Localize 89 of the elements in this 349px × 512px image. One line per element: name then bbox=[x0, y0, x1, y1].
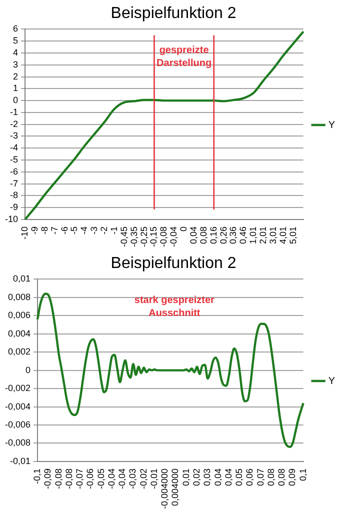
x-tick-label: 0,03 bbox=[202, 468, 212, 486]
y-tick-label: 0,008 bbox=[8, 292, 31, 302]
y-tick-label: -3 bbox=[10, 130, 18, 141]
y-tick-label: 2 bbox=[12, 71, 18, 82]
y-tick-label: 0,004 bbox=[8, 328, 31, 338]
y-tick-label: 5 bbox=[12, 36, 18, 46]
y-tick-label: -0,002 bbox=[4, 383, 31, 394]
x-tick-label: 0,04 bbox=[223, 468, 234, 486]
x-tick-label: -6 bbox=[59, 226, 70, 234]
y-tick-label: 0 bbox=[26, 364, 31, 375]
x-tick-label: 0,08 bbox=[266, 468, 276, 486]
y-tick-label: 4 bbox=[12, 47, 18, 58]
x-tick-label: -8 bbox=[39, 226, 50, 234]
x-tick-label: 4,01 bbox=[278, 226, 288, 244]
x-tick-label: -9 bbox=[29, 226, 40, 234]
x-tick-label: 0,26 bbox=[218, 226, 228, 244]
x-tick-label: 0 bbox=[178, 226, 189, 232]
y-tick-label: -7 bbox=[10, 178, 18, 188]
line-series bbox=[36, 292, 304, 448]
x-tick-label: -0,05 bbox=[96, 468, 106, 489]
chart-title: Beispielfunktion 2 bbox=[110, 5, 236, 22]
x-tick-label: 2,01 bbox=[258, 226, 268, 244]
x-tick-label: -0,04 bbox=[168, 226, 179, 247]
x-tick-label: 0,46 bbox=[238, 226, 248, 244]
x-tick-label: 0,02 bbox=[191, 468, 202, 486]
x-tick-label: -0,35 bbox=[128, 226, 139, 247]
x-tick-label: -0,08 bbox=[64, 468, 74, 489]
x-tick-label: -0,08 bbox=[53, 468, 64, 489]
x-tick-label: -0,1 bbox=[32, 468, 42, 484]
x-tick-label: -5 bbox=[69, 226, 80, 234]
x-tick-label: 3,01 bbox=[268, 226, 278, 244]
x-tick-label: -0,04 bbox=[117, 468, 128, 489]
x-tick-label: -0,004000 bbox=[160, 468, 170, 510]
y-tick-label: -9 bbox=[10, 202, 18, 212]
x-tick-label: -0,04 bbox=[106, 468, 116, 489]
y-tick-label: 1 bbox=[12, 83, 18, 94]
x-tick-label: -3 bbox=[89, 226, 100, 234]
x-tick-label: -0,09 bbox=[42, 468, 53, 489]
y-tick-label: 0 bbox=[12, 95, 18, 106]
y-tick-label: -4 bbox=[10, 142, 18, 153]
annotation: stark gespreizter Ausschnitt bbox=[134, 294, 215, 319]
x-tick-label: 0,09 bbox=[287, 468, 298, 486]
y-tick-label: 6 bbox=[12, 24, 18, 34]
y-tick-label: -5 bbox=[10, 154, 18, 165]
x-tick-label: 0,36 bbox=[228, 226, 238, 244]
x-tick-label: -7 bbox=[49, 226, 60, 234]
x-tick-label: -2 bbox=[99, 226, 110, 234]
x-tick-label: 0,04 bbox=[212, 468, 223, 486]
x-tick-label: 5,01 bbox=[288, 226, 298, 244]
y-tick-label: -10 bbox=[4, 214, 18, 224]
x-tick-label: -0,01 bbox=[148, 468, 159, 489]
x-tick-label: 0,01 bbox=[180, 468, 191, 486]
x-tick-label: 0,004000 bbox=[170, 468, 180, 506]
legend-label: Y bbox=[328, 120, 336, 131]
chart-title: Beispielfunktion 2 bbox=[110, 255, 236, 272]
x-tick-label: 0,06 bbox=[244, 468, 255, 486]
y-tick-label: -0,008 bbox=[4, 438, 31, 448]
x-tick-label: 0,05 bbox=[234, 468, 244, 486]
x-tick-label: 0,07 bbox=[255, 468, 266, 486]
y-tick-label: 3 bbox=[12, 59, 18, 70]
x-tick-label: 0,08 bbox=[276, 468, 287, 486]
y-tick-label: -0,004 bbox=[4, 401, 31, 412]
annotation: gespreizte Darstellung bbox=[156, 44, 212, 69]
x-tick-label: 0,04 bbox=[188, 226, 198, 244]
line-series bbox=[24, 30, 304, 220]
x-tick-label: -0,45 bbox=[118, 226, 129, 247]
x-tick-label: -4 bbox=[79, 226, 90, 234]
x-tick-label: -0,06 bbox=[85, 468, 96, 489]
x-tick-label: -0,03 bbox=[128, 468, 138, 489]
y-tick-label: -0,01 bbox=[10, 456, 31, 466]
x-tick-label: 0,16 bbox=[208, 226, 218, 244]
y-tick-label: -0,006 bbox=[4, 419, 31, 430]
y-tick-label: 0,01 bbox=[12, 274, 31, 284]
x-tick-label: -0,08 bbox=[158, 226, 169, 247]
y-tick-label: 0,002 bbox=[8, 346, 31, 357]
x-tick-label: 0,08 bbox=[198, 226, 208, 244]
legend-label: Y bbox=[328, 376, 336, 387]
y-tick-label: -6 bbox=[10, 166, 18, 176]
y-tick-label: -2 bbox=[10, 118, 18, 129]
y-tick-label: -8 bbox=[10, 190, 18, 200]
y-tick-label: 0,006 bbox=[8, 310, 31, 320]
x-tick-label: 1,01 bbox=[248, 226, 258, 244]
x-tick-label: 0,1 bbox=[298, 468, 308, 481]
x-tick-label: -0,25 bbox=[138, 226, 149, 247]
x-tick-label: -0,07 bbox=[74, 468, 85, 489]
x-tick-label: -1 bbox=[108, 226, 119, 234]
y-tick-label: -1 bbox=[10, 106, 18, 117]
x-tick-label: -0,15 bbox=[148, 226, 159, 247]
x-tick-label: -0,02 bbox=[138, 468, 148, 489]
